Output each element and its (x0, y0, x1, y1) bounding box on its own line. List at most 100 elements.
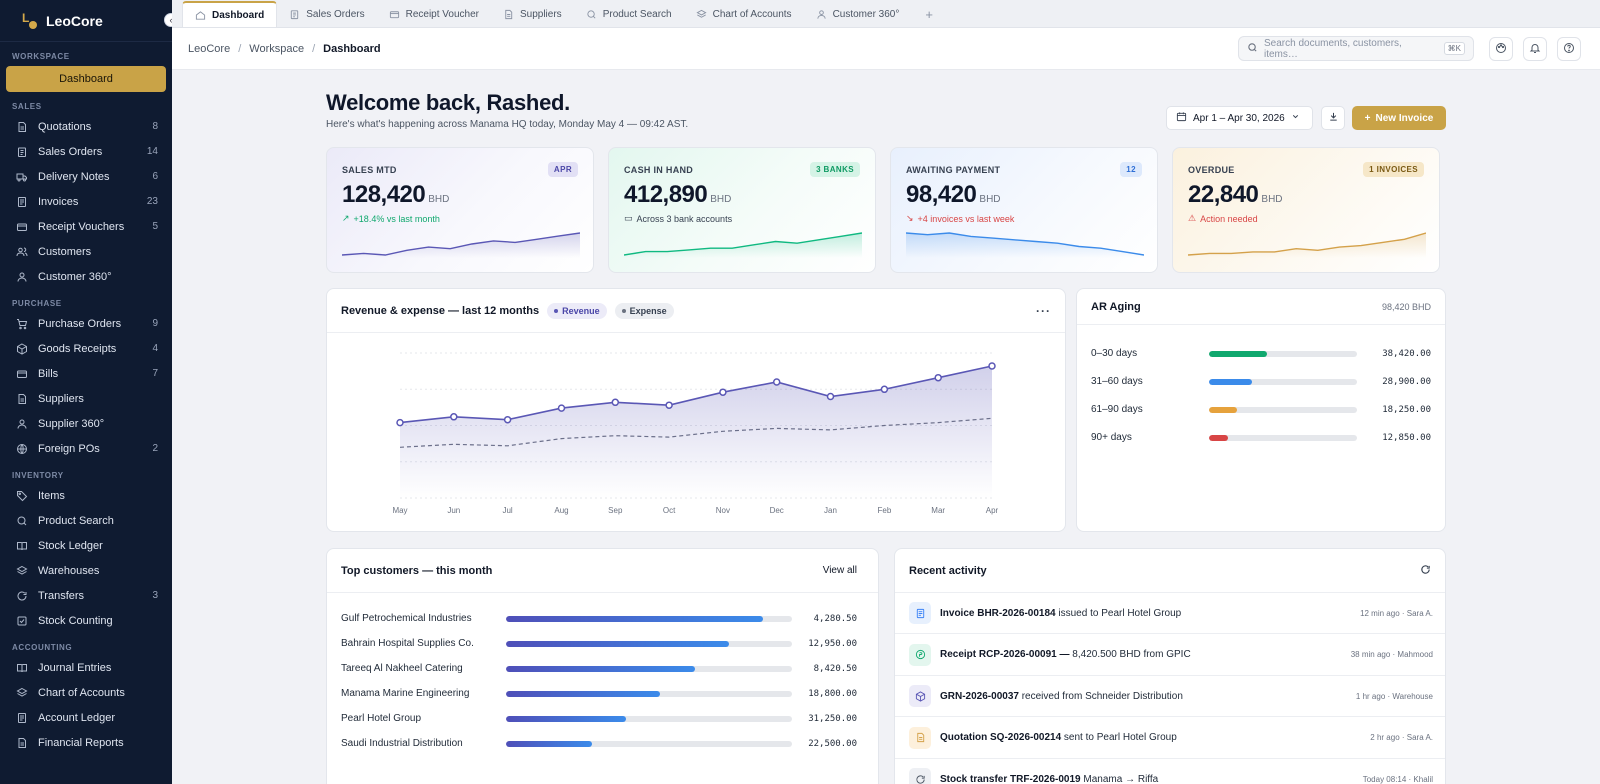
legend-revenue[interactable]: Revenue (547, 302, 607, 319)
sidebar-item-count: 8 (152, 121, 158, 132)
tab-sales-orders[interactable]: Sales Orders (277, 1, 376, 27)
tab-dashboard[interactable]: Dashboard (182, 1, 278, 27)
tab-suppliers[interactable]: Suppliers (491, 1, 574, 27)
aging-label: 61–90 days (1091, 404, 1143, 415)
customer-row[interactable]: Tareeq Al Nakheel Catering 8,420.50 (341, 663, 857, 674)
customer-row[interactable]: Gulf Petrochemical Industries 4,280.50 (341, 613, 857, 624)
refresh-icon (16, 590, 28, 602)
refresh-icon[interactable] (1420, 564, 1431, 578)
new-invoice-button[interactable]: + New Invoice (1352, 106, 1446, 130)
activity-row[interactable]: Stock transfer TRF-2026-0019 Manama → Ri… (895, 759, 1445, 784)
logo[interactable]: L LeoCore ‹ (0, 0, 172, 42)
activity-row[interactable]: Invoice BHR-2026-00184 issued to Pearl H… (895, 593, 1445, 634)
download-button[interactable] (1321, 106, 1345, 130)
activity-row[interactable]: Receipt RCP-2026-00091 — 8,420.500 BHD f… (895, 635, 1445, 676)
app-name: LeoCore (46, 12, 103, 29)
tab-customer-360[interactable]: Customer 360° (804, 1, 912, 27)
customer-row[interactable]: Saudi Industrial Distribution 22,500.00 (341, 738, 857, 749)
sidebar-item-stock-ledger[interactable]: Stock Ledger (0, 533, 172, 558)
card-header: Recent activity (895, 549, 1445, 593)
aging-row[interactable]: 0–30 days 38,420.00 (1091, 348, 1431, 359)
add-tab-button[interactable]: + (925, 6, 933, 22)
sidebar-item-warehouses[interactable]: Warehouses (0, 558, 172, 583)
page-title: Welcome back, Rashed. (326, 90, 570, 115)
sidebar-item-supplier-360[interactable]: Supplier 360° (0, 411, 172, 436)
sidebar-nav: WORKSPACE Dashboard SALES Quotations 8 Sal… (0, 50, 172, 755)
sidebar-item-chart-of-accounts[interactable]: Chart of Accounts (0, 680, 172, 705)
customer-name: Manama Marine Engineering (341, 688, 470, 699)
sidebar-item-account-ledger[interactable]: Account Ledger (0, 705, 172, 730)
sidebar-item-product-search[interactable]: Product Search (0, 508, 172, 533)
activity-text: Quotation SQ-2026-00214 sent to Pearl Ho… (940, 732, 1177, 743)
sidebar-item-quotations[interactable]: Quotations 8 (0, 114, 172, 139)
help-button[interactable] (1557, 37, 1581, 61)
ar-aging-card: AR Aging 98,420 BHD 0–30 days 38,420.00 … (1076, 288, 1446, 532)
sidebar-item-customers[interactable]: Customers (0, 239, 172, 264)
breadcrumb-item[interactable]: Workspace (249, 42, 305, 55)
activity-meta: 2 hr ago · Sara A. (1370, 733, 1433, 742)
sidebar-item-receipt-vouchers[interactable]: Receipt Vouchers 5 (0, 214, 172, 239)
aging-row[interactable]: 90+ days 12,850.00 (1091, 432, 1431, 443)
kpi-card-awaiting-payment[interactable]: AWAITING PAYMENT 12 98,420 BHD ↘ +4 invoic… (890, 147, 1158, 273)
theme-button[interactable] (1489, 37, 1513, 61)
breadcrumb-item[interactable]: LeoCore (188, 42, 231, 55)
sidebar-item-transfers[interactable]: Transfers 3 (0, 583, 172, 608)
sidebar-item-items[interactable]: Items (0, 483, 172, 508)
sidebar-item-invoices[interactable]: Invoices 23 (0, 189, 172, 214)
view-all-button[interactable]: View all (815, 560, 864, 581)
sparkline-area (624, 233, 862, 258)
recent-activity-card: Recent activity Invoice BHR-2026-00184 i… (894, 548, 1446, 784)
sidebar-item-delivery-notes[interactable]: Delivery Notes 6 (0, 164, 172, 189)
breadcrumb-separator: / (238, 42, 242, 55)
kpi-subtext: ▭ Across 3 bank accounts (624, 213, 732, 224)
activity-text: Invoice BHR-2026-00184 issued to Pearl H… (940, 608, 1181, 619)
activity-subject: GRN-2026-00037 (940, 690, 1019, 702)
activity-text: GRN-2026-00037 received from Schneider D… (940, 691, 1183, 702)
layers-icon (696, 9, 707, 20)
sidebar-item-customer-360[interactable]: Customer 360° (0, 264, 172, 289)
top-customers-title: Top customers — this month (341, 564, 493, 577)
aging-bar-fill (1209, 434, 1228, 441)
customer-row[interactable]: Manama Marine Engineering 18,800.00 (341, 688, 857, 699)
customer-value: 8,420.50 (813, 663, 857, 674)
customer-row[interactable]: Pearl Hotel Group 31,250.00 (341, 713, 857, 724)
sidebar-item-sales-orders[interactable]: Sales Orders 14 (0, 139, 172, 164)
date-range-picker[interactable]: Apr 1 – Apr 30, 2026 (1166, 106, 1313, 130)
activity-row[interactable]: Quotation SQ-2026-00214 sent to Pearl Ho… (895, 718, 1445, 759)
customer-row[interactable]: Bahrain Hospital Supplies Co. 12,950.00 (341, 638, 857, 649)
legend-expense[interactable]: Expense (614, 302, 674, 319)
sidebar-item-journal-entries[interactable]: Journal Entries (0, 655, 172, 680)
sidebar-item-foreign-pos[interactable]: Foreign POs 2 (0, 436, 172, 461)
kpi-card-overdue[interactable]: OVERDUE 1 INVOICES 22,840 BHD ⚠ Action nee… (1172, 147, 1440, 273)
sidebar-item-suppliers[interactable]: Suppliers (0, 386, 172, 411)
top-bar: LeoCore / Workspace / Dashboard Search d… (172, 28, 1600, 70)
sidebar-item-dashboard[interactable]: Dashboard (6, 66, 166, 92)
tab-product-search[interactable]: Product Search (574, 1, 684, 27)
kpi-number: 128,420 (342, 181, 426, 208)
collapse-sidebar-button[interactable]: ‹ (164, 13, 172, 27)
revenue-point (665, 401, 673, 409)
sidebar-item-goods-receipts[interactable]: Goods Receipts 4 (0, 336, 172, 361)
customer-name: Saudi Industrial Distribution (341, 738, 463, 749)
aging-row[interactable]: 61–90 days 18,250.00 (1091, 404, 1431, 415)
aging-row[interactable]: 31–60 days 28,900.00 (1091, 376, 1431, 387)
kpi-card-cash-in-hand[interactable]: CASH IN HAND 3 BANKS 412,890 BHD ▭ Across … (608, 147, 876, 273)
tab-receipt-voucher[interactable]: Receipt Voucher (377, 1, 491, 27)
search-input[interactable]: Search documents, customers, items… ⌘K (1238, 36, 1474, 61)
x-tick-label: Jun (447, 506, 460, 515)
kpi-card-sales-mtd[interactable]: SALES MTD APR 128,420 BHD ↗ +18.4% vs last… (326, 147, 594, 273)
sidebar-item-label: Goods Receipts (38, 342, 117, 355)
more-options-button[interactable]: ··· (1036, 303, 1051, 318)
kpi-label: OVERDUE (1188, 165, 1235, 175)
sidebar-item-purchase-orders[interactable]: Purchase Orders 9 (0, 311, 172, 336)
tab-label: Customer 360° (832, 8, 900, 20)
sidebar-item-bills[interactable]: Bills 7 (0, 361, 172, 386)
sidebar-item-financial-reports[interactable]: Financial Reports (0, 730, 172, 755)
welcome: Welcome back, Rashed. Here's what's happ… (326, 90, 688, 130)
kpi-subtext: ↘ +4 invoices vs last week (906, 213, 1014, 224)
activity-row[interactable]: GRN-2026-00037 received from Schneider D… (895, 676, 1445, 717)
tab-chart-of-accounts[interactable]: Chart of Accounts (684, 1, 804, 27)
notifications-button[interactable] (1523, 37, 1547, 61)
sidebar-item-stock-counting[interactable]: Stock Counting (0, 608, 172, 633)
sidebar: L LeoCore ‹ WORKSPACE Dashboard SALES Quot… (0, 0, 172, 784)
